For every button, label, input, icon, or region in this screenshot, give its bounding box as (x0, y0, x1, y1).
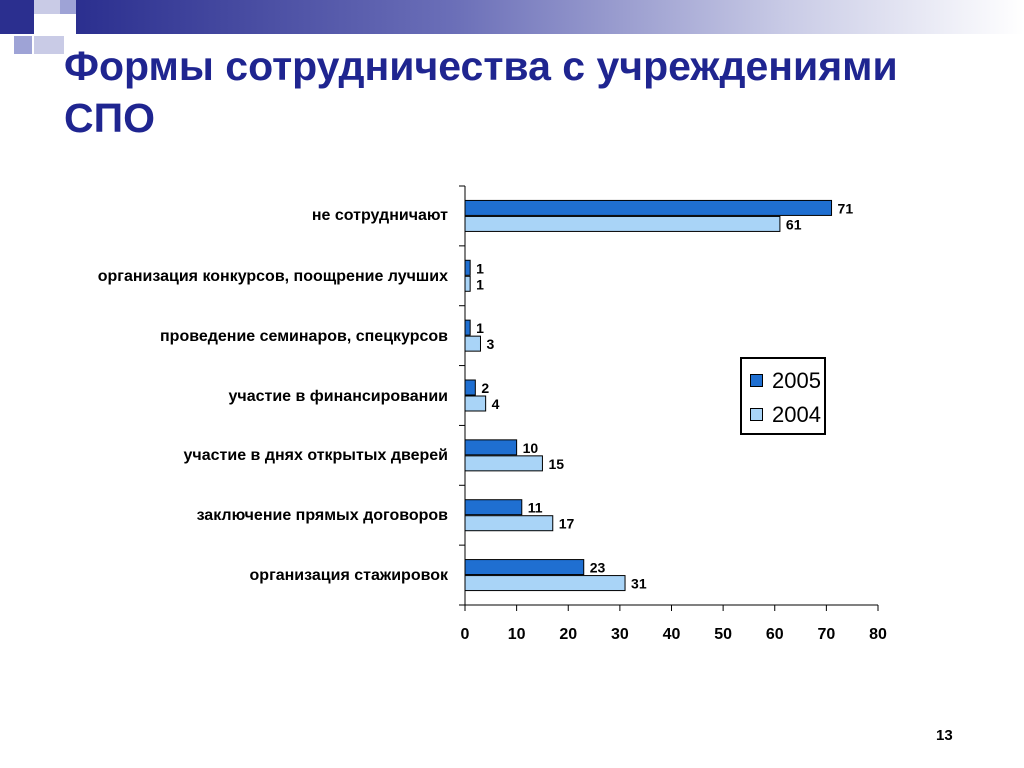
bar-2005-5 (464, 499, 523, 516)
data-label-2004-3: 4 (492, 396, 500, 412)
data-label-2005-5: 11 (528, 500, 543, 516)
bar-2005-6 (464, 559, 585, 576)
x-tick-label: 0 (461, 626, 470, 643)
category-label: не сотрудничают (311, 206, 448, 224)
bar-2005-3 (464, 379, 476, 396)
data-label-2004-2: 3 (486, 336, 494, 352)
data-label-2004-0: 61 (786, 216, 802, 232)
x-tick-label: 50 (714, 626, 732, 643)
legend-swatch-2005 (750, 374, 763, 387)
x-tick-label: 40 (663, 626, 681, 643)
data-label-2005-3: 2 (481, 380, 489, 396)
bar-2004-3 (464, 395, 487, 412)
data-label-2005-2: 1 (476, 320, 484, 336)
legend-label-2005: 2005 (772, 368, 821, 393)
legend-swatch-2004 (750, 408, 763, 421)
decor-square-light (34, 0, 64, 14)
decor-square-medium (60, 0, 76, 14)
decor-square-small (14, 36, 32, 54)
bar-2005-1 (464, 259, 471, 276)
x-tick-label: 70 (817, 626, 835, 643)
legend-label-2004: 2004 (772, 402, 821, 427)
data-label-2005-0: 71 (838, 200, 854, 216)
data-label-2004-6: 31 (631, 576, 647, 592)
slide-title: Формы сотрудничества с учреждениями СПО (64, 40, 964, 144)
category-label: участие в днях открытых дверей (183, 447, 448, 465)
bar-2004-2 (464, 335, 481, 352)
header-gradient-bar (76, 0, 1024, 34)
category-label: заключение прямых договоров (196, 507, 448, 525)
bar-2004-5 (464, 515, 554, 532)
decor-square-dark (0, 0, 34, 34)
slide-title-line-2: СПО (64, 95, 155, 141)
category-label: организация конкурсов, поощрение лучших (97, 267, 448, 285)
bar-2004-6 (464, 575, 626, 592)
data-label-2004-5: 17 (559, 516, 575, 532)
x-tick-label: 10 (508, 626, 526, 643)
bar-2005-0 (464, 199, 833, 216)
bar-2004-4 (464, 455, 543, 472)
x-tick-label: 20 (559, 626, 577, 643)
category-label: проведение семинаров, спецкурсов (160, 327, 448, 345)
data-label-2005-1: 1 (476, 260, 484, 276)
x-tick-label: 30 (611, 626, 629, 643)
data-label-2004-1: 1 (476, 276, 484, 292)
category-label: организация стажировок (249, 567, 448, 585)
bar-2005-4 (464, 439, 518, 456)
data-label-2004-4: 15 (548, 456, 564, 472)
data-label-2005-6: 23 (590, 560, 606, 576)
chart-legend: 2005 2004 (740, 357, 826, 435)
page-number: 13 (936, 727, 953, 744)
bar-2004-1 (464, 275, 471, 292)
data-label-2005-4: 10 (523, 440, 539, 456)
decor-square-pale (34, 36, 64, 54)
bar-2004-0 (464, 215, 781, 232)
x-tick-label: 60 (766, 626, 784, 643)
bar-2005-2 (464, 319, 471, 336)
slide-title-line-1: Формы сотрудничества с учреждениями (64, 43, 898, 89)
x-tick-label: 80 (869, 626, 887, 643)
category-label: участие в финансировании (228, 387, 448, 405)
